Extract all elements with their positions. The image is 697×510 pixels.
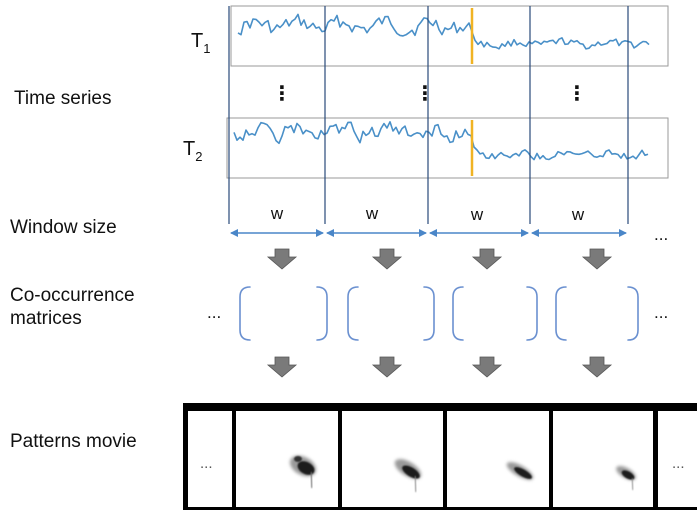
co-occurrence-label-line1: Co-occurrence [10, 285, 135, 306]
pattern-blob-2 [394, 459, 422, 493]
co-occurrence-label: Co-occurrence matrices [10, 284, 135, 330]
series-plot-frame-1 [230, 5, 669, 67]
film-frame [236, 411, 338, 507]
window-label-4: w [571, 205, 585, 224]
window-size-label: Window size [10, 217, 117, 238]
down-arrow-icon [266, 248, 298, 270]
vertical-ellipsis-3: ⋮ [567, 83, 587, 105]
window-label-2: w [365, 204, 379, 223]
co-occurrence-label-line2: matrices [10, 308, 82, 330]
film-frame [447, 411, 549, 507]
down-arrow-icon [471, 356, 503, 378]
pattern-blob-3 [506, 462, 534, 480]
series-line-1 [237, 13, 650, 50]
vertical-ellipsis-2: ⋮ [415, 83, 435, 105]
down-arrow-icon [581, 356, 613, 378]
time-series-label: Time series [14, 88, 112, 109]
series-plot-frame-2 [226, 117, 669, 179]
series-label-t2: T2 [183, 138, 202, 164]
pattern-blob-4 [616, 466, 636, 491]
ellipsis-icon: ... [200, 455, 213, 472]
ellipsis-icon: ... [654, 225, 668, 244]
patterns-movie-label: Patterns movie [10, 431, 137, 452]
down-arrow-icon [471, 248, 503, 270]
down-arrow-icon [371, 248, 403, 270]
ellipsis-icon: ... [654, 303, 668, 322]
patterns-movie-filmstrip [183, 403, 697, 510]
series-line-2 [233, 121, 649, 161]
down-arrow-icon [371, 356, 403, 378]
film-frame [188, 411, 232, 507]
window-label-1: w [270, 204, 284, 223]
down-arrow-row-1 [266, 248, 613, 270]
window-label-3: w [470, 205, 484, 224]
ellipsis-icon: ... [207, 303, 221, 322]
ellipsis-icon: ... [672, 455, 685, 472]
series-label-t1: T1 [191, 30, 210, 56]
film-frame [658, 411, 697, 507]
down-arrow-row-2 [266, 356, 613, 378]
pattern-blob-1 [289, 455, 317, 489]
co-occurrence-brackets [239, 286, 639, 341]
vertical-ellipsis-1: ⋮ [272, 83, 292, 105]
film-frame [342, 411, 443, 507]
down-arrow-icon [581, 248, 613, 270]
film-frame [553, 411, 653, 507]
down-arrow-icon [266, 356, 298, 378]
